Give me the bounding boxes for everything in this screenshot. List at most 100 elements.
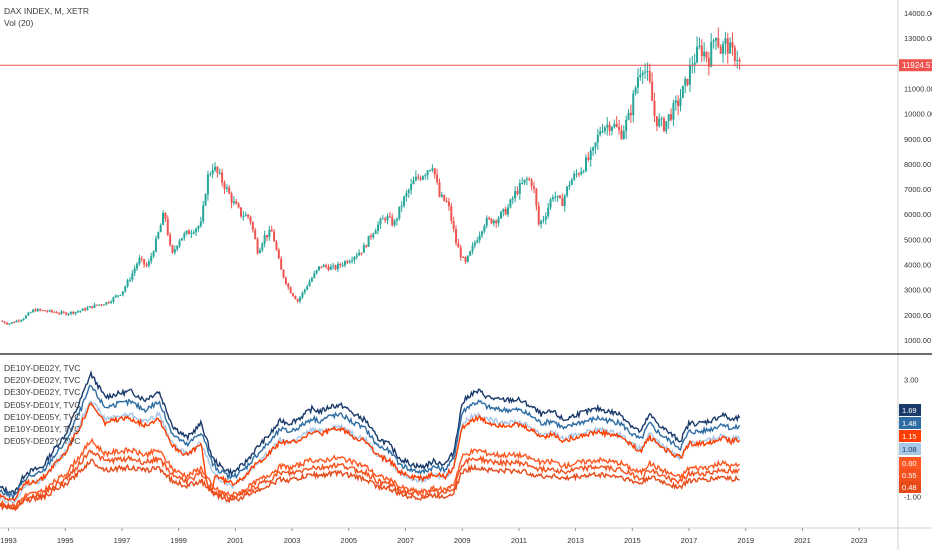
candle-body — [710, 41, 713, 67]
candle-body — [299, 297, 302, 302]
spread-legend-item[interactable]: DE05Y-DE01Y, TVC — [4, 399, 81, 410]
time-axis[interactable]: 1993 1995 1997 1999 2001 2003 2005 2007 2009 2011… — [0, 528, 867, 545]
spread-tag — [899, 417, 921, 429]
candle-body — [10, 322, 13, 324]
candle-body — [677, 100, 680, 107]
candle-body — [223, 182, 226, 189]
candle-body — [712, 40, 715, 42]
candle-body — [627, 112, 630, 120]
candle-body — [202, 205, 205, 222]
candle-body — [154, 238, 157, 252]
candle-body — [459, 247, 462, 257]
candle-body — [502, 208, 505, 212]
candle-body — [317, 266, 320, 271]
candle-body — [50, 310, 53, 312]
candle-body — [93, 304, 96, 308]
time-tick-label: 1997 — [114, 536, 131, 545]
candle-body — [483, 225, 486, 232]
candle-body — [559, 195, 561, 199]
candle-body — [457, 242, 460, 248]
spread-tag-text: 1.48 — [902, 419, 917, 428]
candle-body — [445, 200, 448, 202]
candle-body — [17, 320, 20, 322]
candle-body — [473, 242, 476, 246]
candle-body — [561, 198, 564, 207]
spread-legend: DE10Y-DE02Y, TVC DE20Y-DE02Y, TVC DE30Y-DE… — [4, 362, 80, 447]
candle-body — [365, 245, 368, 247]
candle-body — [707, 57, 710, 67]
last-price-tag-text: 11924.57 — [902, 61, 932, 70]
candle-body — [570, 179, 573, 185]
candle-body — [466, 255, 469, 262]
candle-body — [367, 235, 370, 247]
spread-legend-item[interactable]: DE10Y-DE01Y, TVC — [4, 424, 81, 435]
spread-legend-item[interactable]: DE30Y-DE02Y, TVC — [4, 387, 81, 398]
candle-body — [280, 258, 283, 270]
candle-body — [69, 311, 72, 314]
candle-body — [258, 250, 261, 254]
spread-line — [0, 400, 741, 505]
candle-body — [36, 309, 39, 312]
price-candles — [1, 27, 741, 326]
chart-title[interactable]: DAX INDEX, M, XETR — [4, 6, 90, 16]
spread-line — [0, 449, 740, 511]
candle-body — [632, 93, 635, 116]
candle-body — [195, 228, 198, 233]
candle-body — [65, 312, 68, 315]
candle-body — [599, 131, 602, 135]
candle-body — [334, 265, 337, 270]
spread-axis[interactable]: 3.00 -1.00 — [904, 376, 921, 502]
candle-body — [440, 194, 443, 197]
candle-body — [176, 245, 179, 250]
candle-body — [403, 196, 406, 206]
candle-body — [147, 261, 150, 266]
spread-legend-item[interactable]: DE10Y-DE02Y, TVC — [4, 363, 81, 373]
candle-body — [438, 182, 441, 197]
spread-tag — [899, 469, 921, 481]
candle-body — [523, 179, 526, 183]
candle-body — [159, 224, 162, 233]
candle-body — [684, 78, 687, 86]
candle-body — [537, 205, 540, 225]
candle-body — [551, 197, 554, 200]
candle-body — [322, 265, 325, 268]
candle-body — [419, 178, 422, 180]
spread-legend-item[interactable]: DE10Y-DE05Y, TVC — [4, 411, 81, 422]
candle-body — [150, 256, 153, 262]
candle-body — [648, 71, 651, 82]
candle-body — [391, 216, 394, 226]
candle-body — [237, 204, 240, 208]
candle-body — [221, 172, 224, 183]
candle-body — [424, 175, 427, 177]
candle-body — [164, 212, 167, 219]
candle-body — [351, 260, 354, 262]
candle-body — [610, 127, 613, 131]
candle-body — [214, 166, 217, 171]
spread-legend-item[interactable]: DE20Y-DE02Y, TVC — [4, 375, 81, 386]
candle-body — [1, 321, 4, 323]
candle-body — [431, 168, 434, 171]
candle-body — [516, 190, 519, 194]
candle-body — [490, 218, 493, 224]
spread-legend-item[interactable]: DE05Y-DE02Y, TVC — [4, 436, 81, 447]
candle-body — [504, 208, 507, 215]
price-tick-label: 2000.00 — [904, 311, 931, 320]
candle-body — [178, 240, 181, 246]
candle-body — [303, 289, 306, 293]
candle-body — [698, 45, 701, 47]
candle-body — [573, 173, 576, 180]
time-tick-label: 1993 — [0, 536, 17, 545]
candle-body — [291, 293, 294, 297]
candle-body — [362, 245, 365, 253]
candle-body — [315, 270, 318, 274]
candle-body — [549, 199, 552, 208]
candle-body — [95, 304, 98, 306]
candle-body — [386, 216, 389, 221]
candle-body — [374, 230, 377, 234]
volume-label[interactable]: Vol (20) — [4, 18, 34, 29]
price-tick-label: 4000.00 — [904, 261, 931, 270]
spread-lines — [0, 369, 741, 512]
candle-body — [575, 173, 578, 175]
